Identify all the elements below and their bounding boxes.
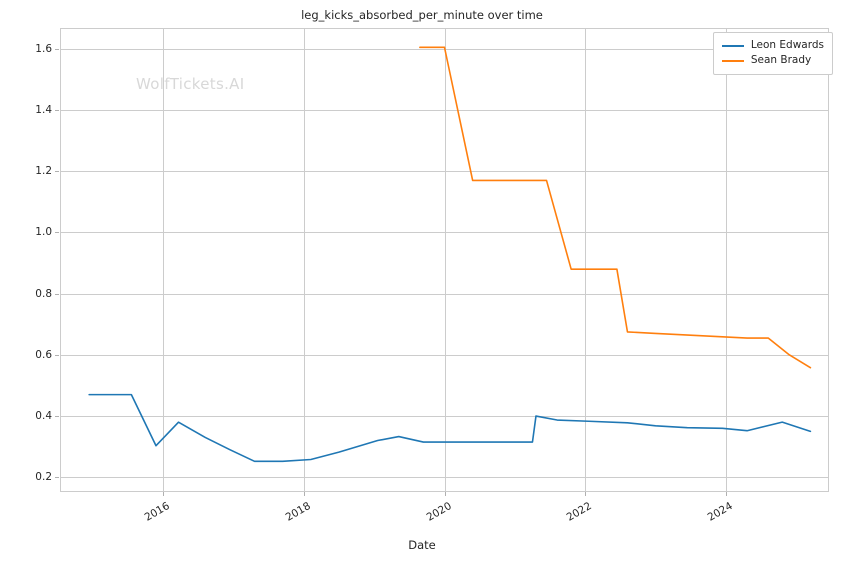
y-tick-mark	[55, 171, 59, 173]
gridline-horizontal	[61, 477, 828, 478]
legend-item[interactable]: Leon Edwards	[721, 38, 824, 53]
y-tick-mark	[55, 416, 59, 418]
y-tick-label: 1.0	[35, 226, 52, 239]
legend-item[interactable]: Sean Brady	[721, 53, 824, 68]
y-tick-mark	[55, 354, 59, 356]
y-tick-label: 1.2	[35, 165, 52, 178]
gridline-horizontal	[61, 294, 828, 295]
series-line	[419, 46, 812, 369]
y-tick-label: 0.2	[35, 471, 52, 484]
y-tick-mark	[55, 110, 59, 112]
x-tick-label: 2020	[424, 500, 454, 524]
y-tick-label: 1.6	[35, 42, 52, 55]
gridline-horizontal	[61, 416, 828, 417]
x-tick-mark	[585, 492, 587, 496]
chart-title: leg_kicks_absorbed_per_minute over time	[301, 8, 543, 22]
gridline-vertical	[163, 29, 164, 491]
gridline-vertical	[445, 29, 446, 491]
legend-label: Sean Brady	[750, 54, 812, 66]
gridline-horizontal	[61, 110, 828, 111]
gridline-horizontal	[61, 171, 828, 172]
x-tick-label: 2018	[283, 500, 313, 524]
plot-area: WolfTickets.AI	[60, 28, 829, 492]
x-tick-label: 2022	[564, 500, 594, 524]
x-tick-label: 2016	[142, 500, 172, 524]
y-tick-mark	[55, 48, 59, 50]
x-tick-mark	[725, 492, 727, 496]
gridline-horizontal	[61, 232, 828, 233]
series-line	[88, 393, 812, 463]
gridline-vertical	[304, 29, 305, 491]
y-tick-label: 0.6	[35, 348, 52, 361]
legend-label: Leon Edwards	[750, 39, 824, 51]
y-tick-label: 0.4	[35, 410, 52, 423]
x-tick-mark	[303, 492, 305, 496]
legend-color-swatch	[721, 44, 744, 47]
gridline-vertical	[726, 29, 727, 491]
y-tick-mark	[55, 477, 59, 479]
y-tick-mark	[55, 293, 59, 295]
chart-legend: Leon Edwards Sean Brady	[712, 32, 833, 75]
legend-color-swatch	[721, 59, 744, 62]
gridline-horizontal	[61, 355, 828, 356]
series-lines	[88, 46, 812, 463]
y-tick-label: 0.8	[35, 287, 52, 300]
x-axis-label: Date	[408, 538, 436, 552]
y-tick-mark	[55, 232, 59, 234]
gridline-vertical	[585, 29, 586, 491]
x-tick-label: 2024	[705, 500, 735, 524]
y-tick-label: 1.4	[35, 104, 52, 117]
x-tick-mark	[163, 492, 165, 496]
x-tick-mark	[444, 492, 446, 496]
